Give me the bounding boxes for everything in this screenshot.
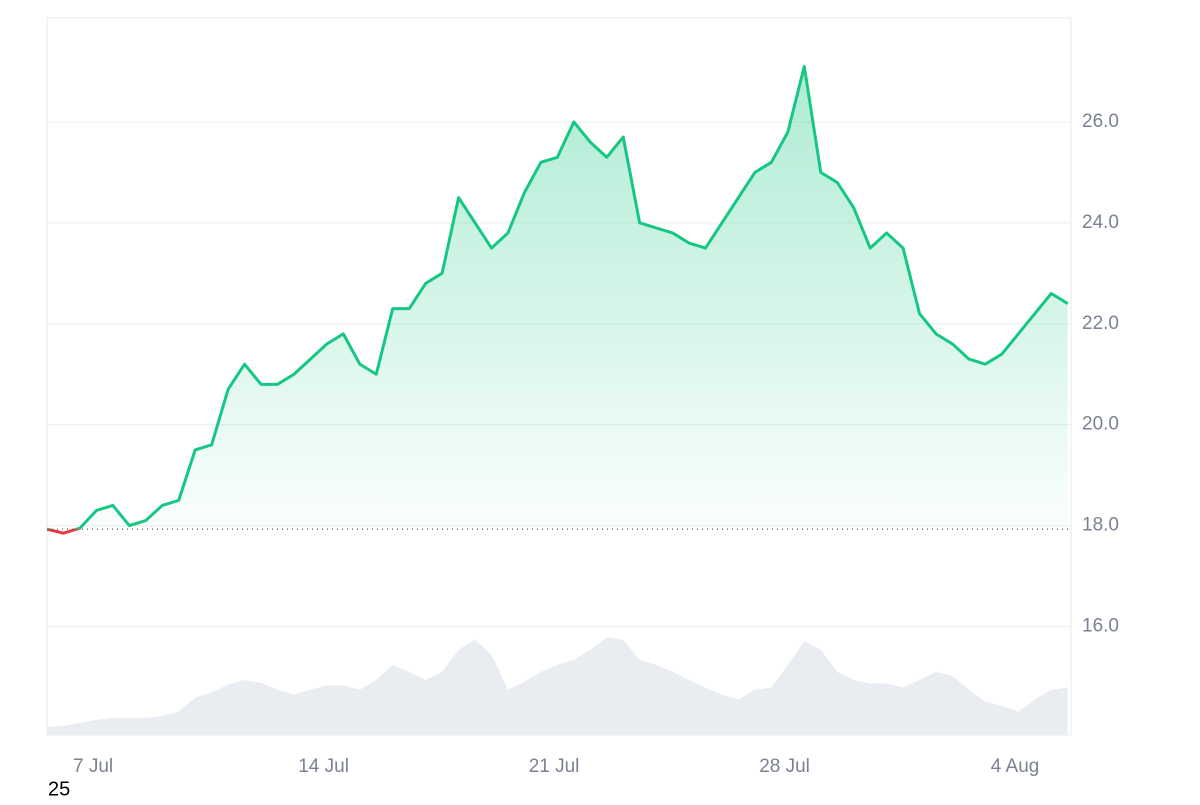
price-line xyxy=(46,64,1069,535)
x-tick-label: 4 Aug xyxy=(991,756,1040,777)
x-tick-label: 21 Jul xyxy=(529,756,580,777)
y-tick-label: 20.0 xyxy=(1082,414,1119,435)
volume-area xyxy=(47,637,1068,735)
price-area xyxy=(47,66,1068,530)
y-tick-label: 24.0 xyxy=(1082,212,1119,233)
y-tick-label: 16.0 xyxy=(1082,616,1119,637)
y-tick-label: 22.0 xyxy=(1082,313,1119,334)
y-tick-label: 18.0 xyxy=(1082,515,1119,536)
x-tick-label: 14 Jul xyxy=(298,756,349,777)
x-tick-label: 28 Jul xyxy=(759,756,810,777)
footnote: 25 xyxy=(48,778,70,800)
y-tick-label: 26.0 xyxy=(1082,111,1119,132)
x-tick-label: 7 Jul xyxy=(73,756,113,777)
